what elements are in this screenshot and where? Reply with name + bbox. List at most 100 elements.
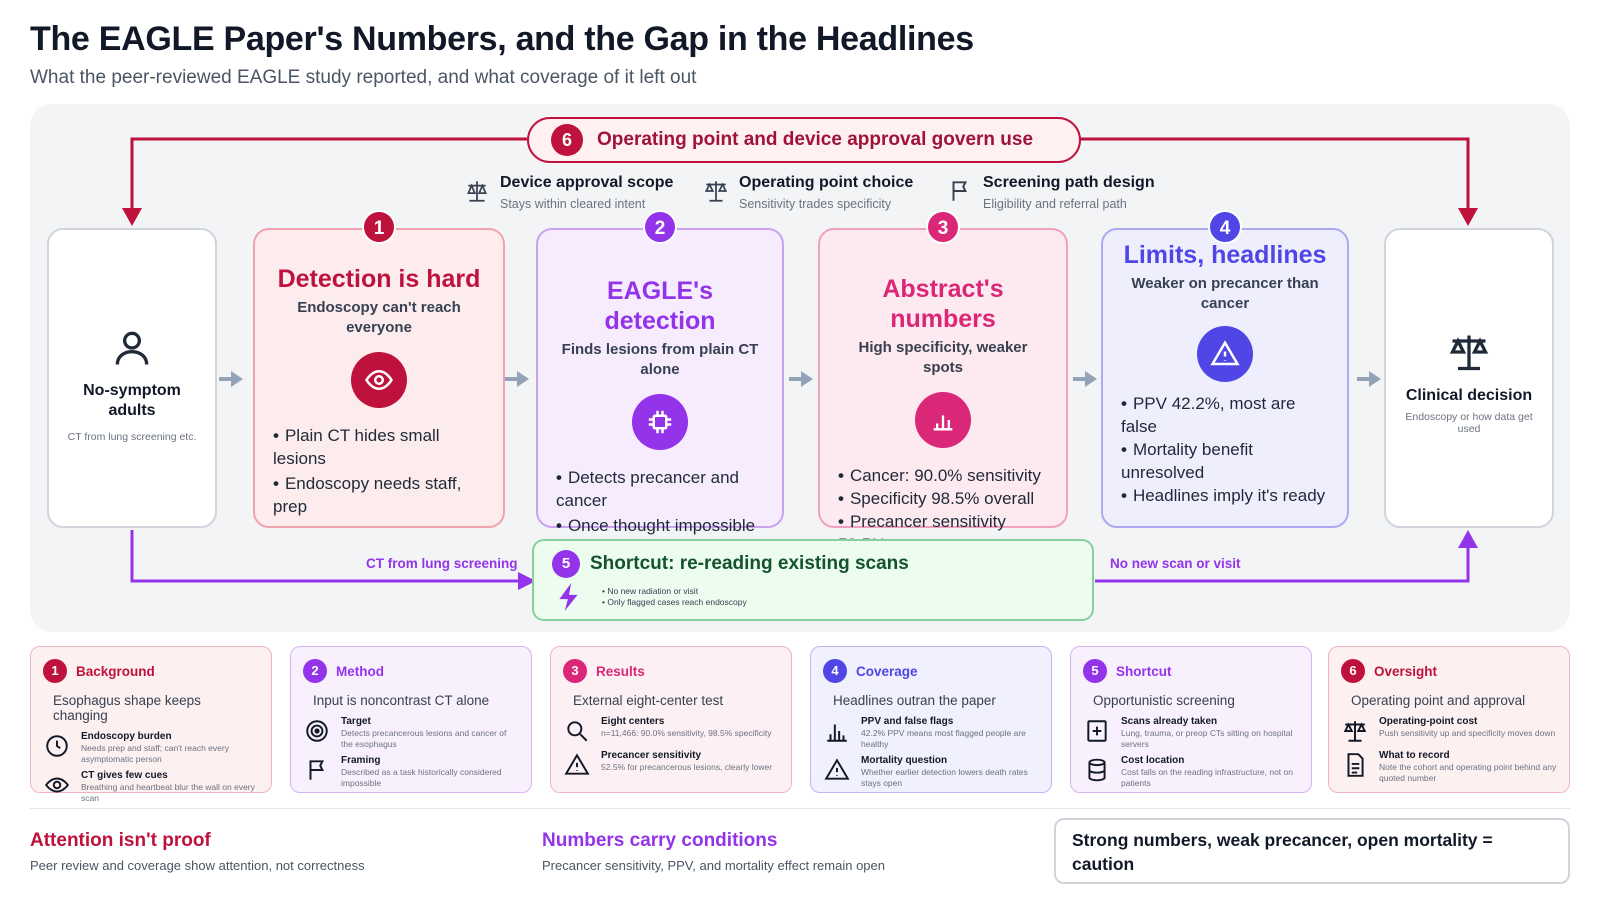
flag-icon (952, 181, 967, 201)
card-row: Precancer sensitivity 52.5% for precancer… (563, 750, 779, 778)
row-value: Detects precancerous lesions and cancer … (341, 728, 507, 749)
target-icon (306, 720, 328, 742)
card-number: 4 (823, 659, 847, 683)
bar-chart-icon (827, 724, 847, 742)
scale-icon (467, 181, 487, 202)
page-title: The EAGLE Paper's Numbers, and the Gap i… (30, 20, 974, 58)
bullet: Cancer: 90.0% sensitivity (838, 464, 1048, 487)
conclusion-box: Strong numbers, weak precancer, open mor… (1054, 818, 1570, 884)
bullet: Headlines imply it's ready (1121, 484, 1329, 507)
card-title: Results (596, 663, 645, 679)
bullet: Plain CT hides small lesions (273, 424, 485, 470)
conclusion-text: Strong numbers, weak precancer, open mor… (1072, 830, 1493, 874)
balance-icon (1449, 335, 1489, 371)
row-key: What to record (1379, 750, 1450, 761)
oversight-line-right (1073, 137, 1470, 212)
oversight-arrowhead-left (122, 208, 142, 226)
chip-icon (632, 394, 688, 450)
document-icon (1347, 753, 1364, 777)
clock-icon (46, 735, 68, 757)
row-value: n=11,466: 90.0% sensitivity, 98.5% speci… (601, 728, 772, 738)
row-value: 52.5% for precancerous lesions, clearly … (601, 762, 773, 772)
card-row: Endoscopy burden Needs prep and staff; ca… (43, 731, 259, 764)
card-title: Oversight (1374, 663, 1438, 679)
step-title: Limits, headlines (1123, 241, 1327, 269)
warning-icon (564, 753, 590, 775)
scope-sub: Eligibility and referral path (983, 197, 1127, 211)
row-key: Mortality question (861, 755, 948, 766)
row-key: Operating-point cost (1379, 716, 1478, 727)
row-key: Eight centers (601, 716, 665, 727)
footer-mid: Numbers carry conditions Precancer sensi… (542, 830, 885, 873)
step-title: Detection is hard (277, 265, 481, 293)
scope-operating-point: Operating point choice Sensitivity trades… (703, 174, 913, 211)
scope-title: Device approval scope (500, 174, 674, 191)
footer-left: Attention isn't proof Peer review and co… (30, 830, 365, 873)
footer-left-title: Attention isn't proof (30, 830, 211, 851)
row-value: Described as a task historically conside… (341, 767, 502, 788)
card-shortcut: 5 Shortcut Opportunistic screening Scans … (1070, 646, 1312, 793)
card-desc: Headlines outran the paper (833, 693, 996, 708)
card-row: Cost location Cost falls on the reading i… (1083, 755, 1299, 788)
row-key: Cost location (1121, 755, 1185, 766)
card-desc: External eight-center test (573, 693, 724, 708)
warning-icon (1197, 326, 1253, 382)
shortcut-left-label: CT from lung screening (366, 556, 518, 571)
scope-screening-path: Screening path design Eligibility and ref… (947, 174, 1155, 211)
bullet: Mortality benefit unresolved (1121, 438, 1329, 484)
oversight-arrowhead-right (1458, 208, 1478, 226)
eye-icon (44, 777, 70, 793)
shortcut-box: 5 Shortcut: re-reading existing scans • … (532, 539, 1094, 621)
card-coverage: 4 Coverage Headlines outran the paper PPV… (810, 646, 1052, 793)
card-number: 3 (563, 659, 587, 683)
page-subtitle: What the peer-reviewed EAGLE study repor… (30, 67, 697, 88)
row-value: Needs prep and staff; can't reach every … (81, 743, 229, 764)
scope-title: Screening path design (983, 174, 1155, 191)
card-results: 3 Results External eight-center test Eigh… (550, 646, 792, 793)
shortcut-line-left (130, 530, 520, 583)
shortcut-arrowhead-left (518, 572, 536, 590)
footer-mid-sub: Precancer sensitivity, PPV, and mortalit… (542, 858, 885, 873)
bullet: Detects precancer and cancer (556, 466, 764, 512)
shortcut-right-label: No new scan or visit (1110, 556, 1241, 571)
bullet: Specificity 98.5% overall (838, 487, 1048, 510)
card-number: 1 (43, 659, 67, 683)
card-title: Method (336, 663, 384, 679)
shortcut-number: 5 (552, 550, 580, 578)
person-icon (115, 331, 149, 365)
bullet: PPV 42.2%, most are false (1121, 392, 1329, 438)
eye-icon (351, 352, 407, 408)
card-title: Shortcut (1116, 663, 1172, 679)
banner-label: Operating point and device approval gove… (597, 129, 1034, 150)
row-key: Scans already taken (1121, 716, 1218, 727)
shortcut-arrowhead-right (1458, 530, 1478, 548)
start-title: No-symptom adults (83, 382, 181, 419)
bar-chart-icon (915, 392, 971, 448)
step-bullets: PPV 42.2%, most are false Mortality bene… (1121, 392, 1329, 507)
warning-icon (824, 758, 850, 780)
step-bullets: Detects precancer and cancer Once though… (556, 466, 764, 537)
shortcut-line-right (1095, 545, 1470, 583)
scope-sub: Sensitivity trades specificity (739, 197, 892, 211)
card-title: Background (76, 663, 155, 679)
card-row: Framing Described as a task historically … (303, 755, 519, 788)
card-desc: Opportunistic screening (1093, 693, 1235, 708)
shortcut-bullet: • No new radiation or visit (602, 586, 699, 596)
row-key: Precancer sensitivity (601, 750, 702, 761)
step-title: Abstract's numbers (882, 275, 1004, 333)
end-sub: Endoscopy or how data get used (1405, 411, 1533, 435)
start-sub: CT from lung screening etc. (67, 431, 197, 443)
scope-device-approval: Device approval scope Stays within cleare… (464, 174, 673, 211)
card-desc: Esophagus shape keeps changing (53, 693, 201, 723)
scope-title: Operating point choice (739, 174, 914, 191)
card-desc: Input is noncontrast CT alone (313, 693, 490, 708)
step-number: 2 (643, 210, 677, 244)
card-row: What to record Note the cohort and operat… (1341, 750, 1557, 783)
step-subtitle: Weaker on precancer than cancer (1131, 275, 1319, 312)
banner-number: 6 (551, 124, 583, 156)
step-eagle-detection: 2 EAGLE's detection Finds lesions from p… (536, 210, 784, 535)
balance-icon (704, 181, 728, 202)
step-bullets: Plain CT hides small lesions Endoscopy n… (273, 424, 485, 518)
row-value: 42.2% PPV means most flagged people are … (861, 728, 1026, 749)
card-oversight: 6 Oversight Operating point and approval … (1328, 646, 1570, 793)
